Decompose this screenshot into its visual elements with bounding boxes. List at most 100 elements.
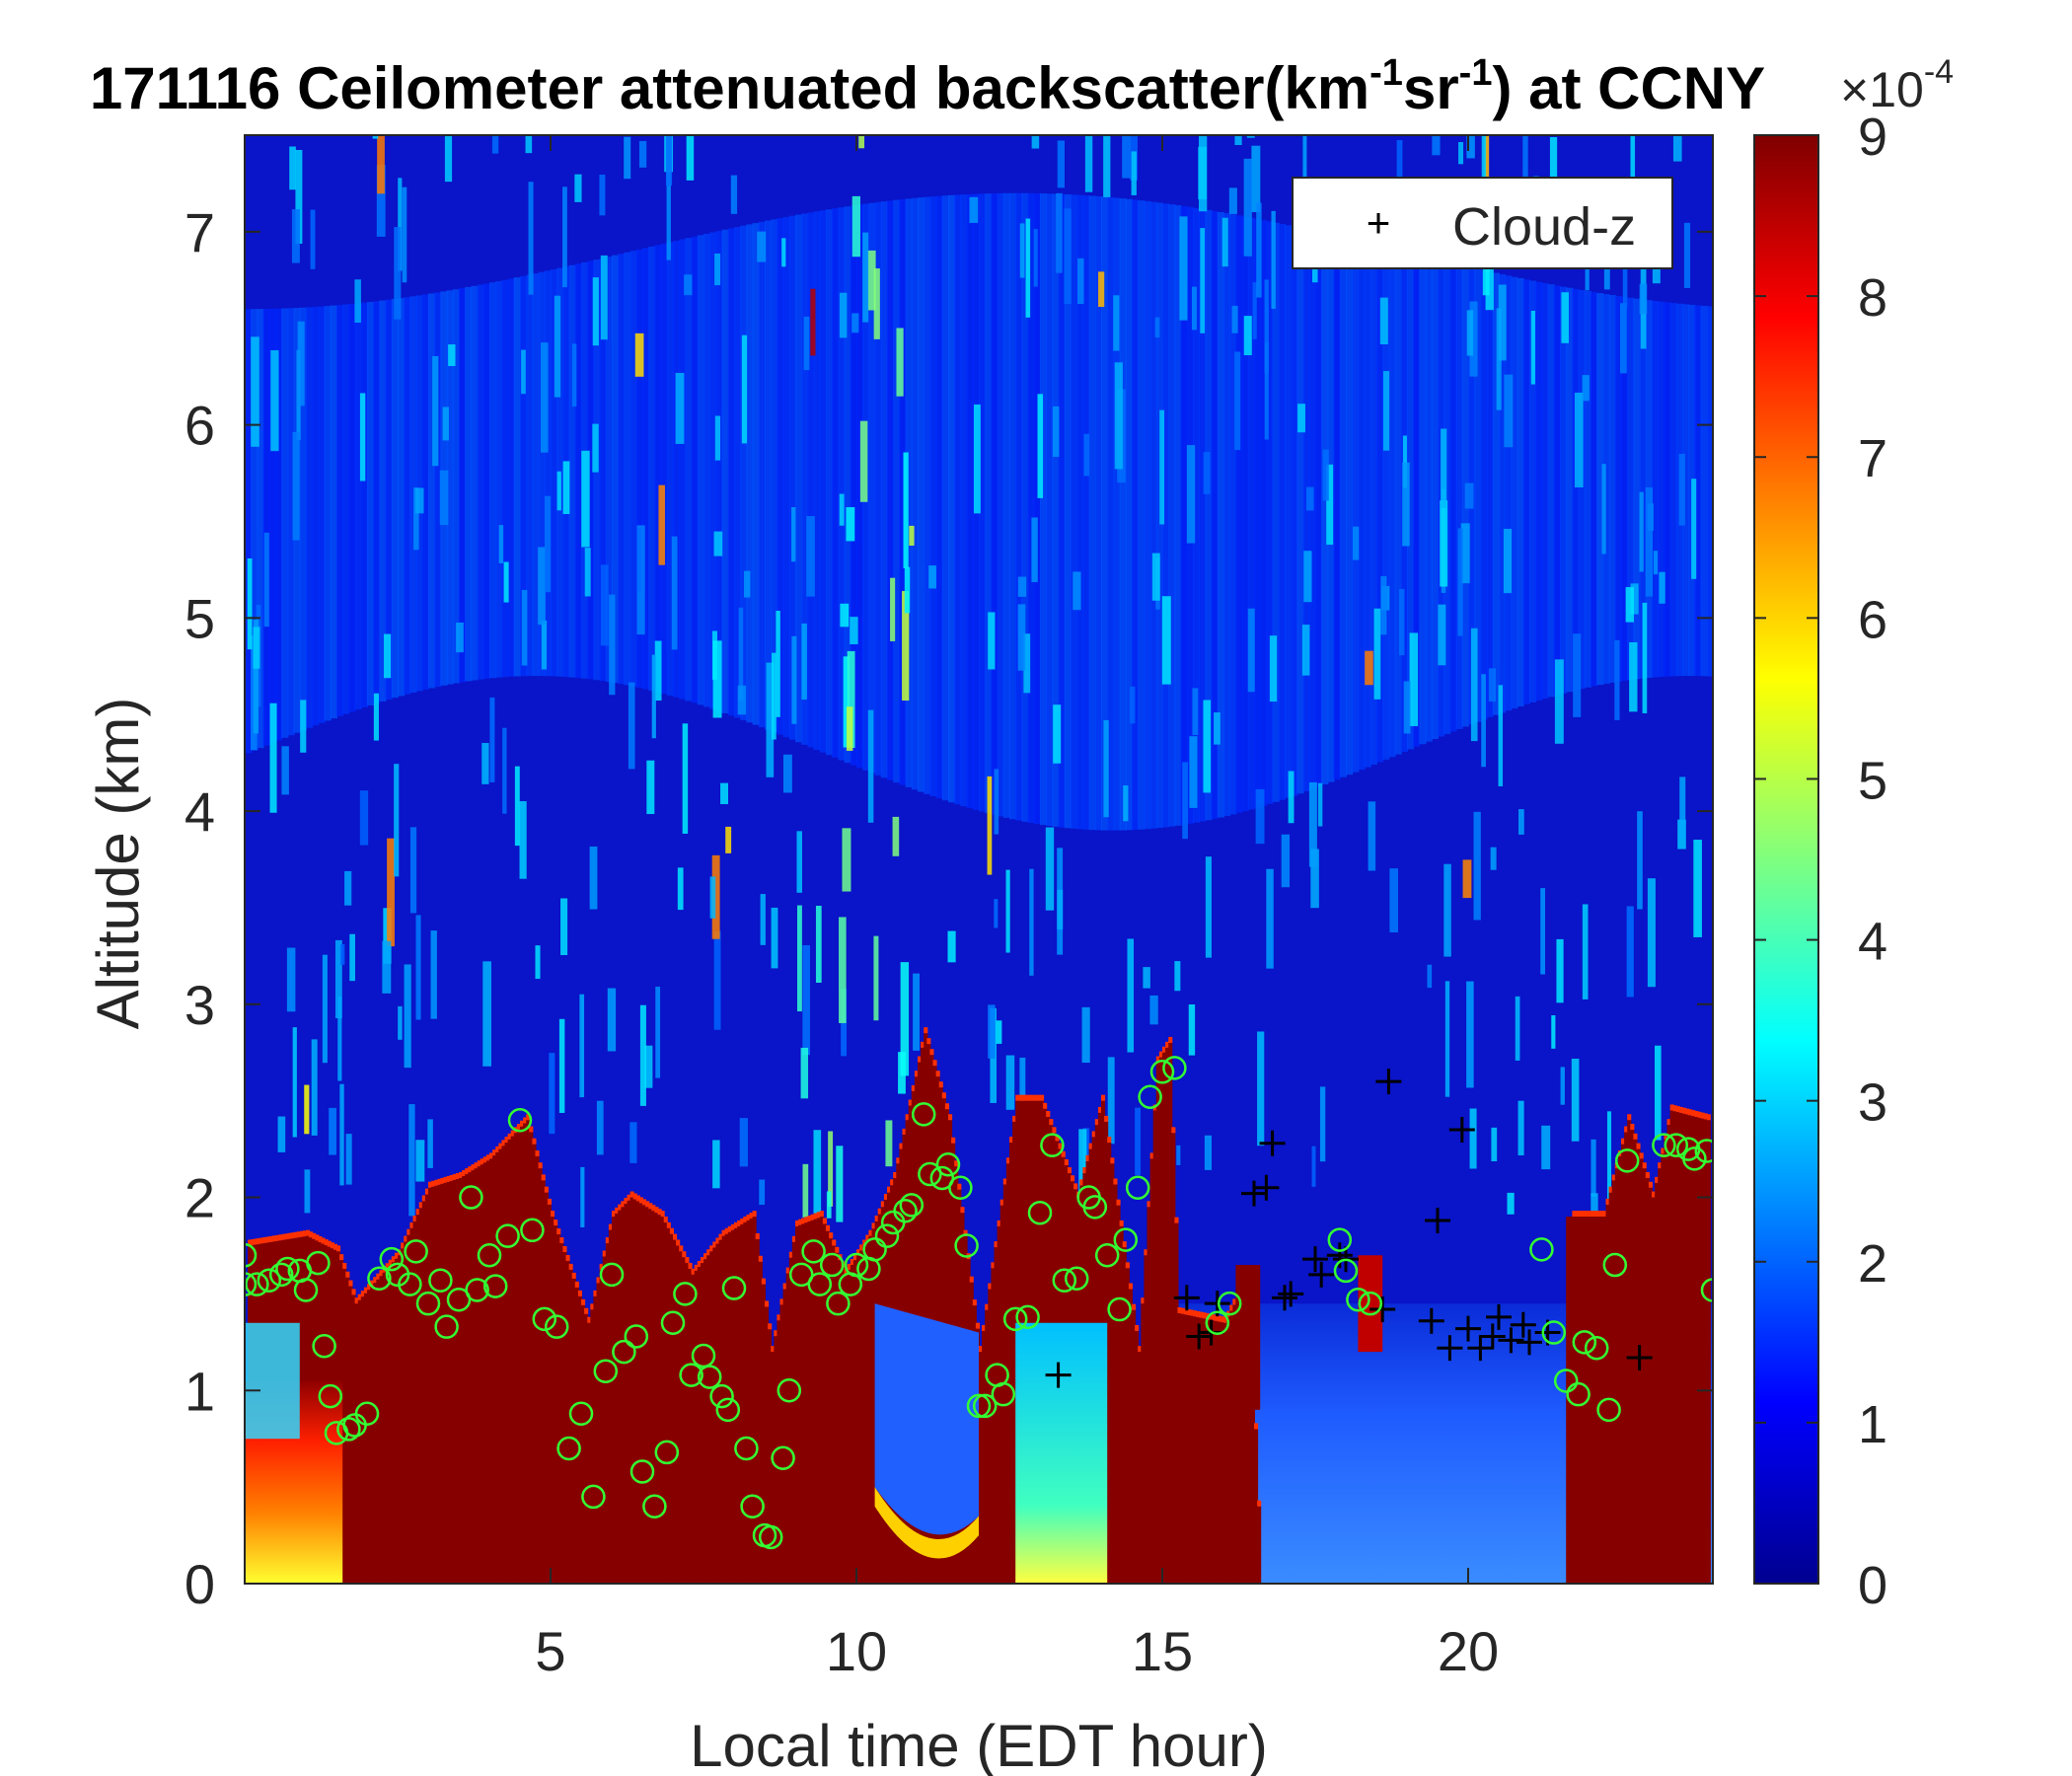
aerosol-layer-column [1138, 200, 1146, 830]
aerosol-layer-column [941, 195, 949, 801]
pbl-marker [354, 1401, 380, 1427]
boundary-layer-column [373, 1283, 378, 1584]
aerosol-layer-column [715, 231, 723, 711]
layer-edge [418, 1202, 423, 1209]
backscatter-streak [801, 623, 807, 701]
boundary-layer-column [804, 1222, 809, 1584]
aerosol-layer-column [624, 252, 631, 686]
backscatter-streak [1264, 342, 1269, 440]
backscatter-streak [858, 135, 865, 149]
boundary-layer-column [535, 1155, 540, 1584]
backscatter-streak [1143, 967, 1150, 989]
aerosol-layer-column [1682, 304, 1690, 677]
aerosol-layer-column [1364, 243, 1371, 768]
layer-edge [357, 1294, 362, 1300]
backscatter-streak [1037, 394, 1044, 498]
aerosol-layer-column [1566, 287, 1574, 693]
layer-edge [612, 1211, 617, 1218]
layer-edge [648, 1203, 653, 1210]
pbl-marker [911, 1102, 936, 1127]
aerosol-layer-column [666, 242, 674, 696]
aerosol-layer-column [1052, 193, 1060, 827]
backscatter-streak [1064, 208, 1072, 305]
pbl-marker [581, 1484, 606, 1510]
aerosol-layer-column [482, 283, 490, 679]
boundary-layer-column [440, 1183, 445, 1584]
aerosol-layer-column [1511, 276, 1518, 709]
aerosol-layer-column [740, 225, 748, 720]
pbl-marker [679, 1363, 703, 1387]
layer-edge [835, 1246, 840, 1253]
boundary-layer-column [1132, 1309, 1137, 1584]
aerosol-layer-column [1425, 258, 1433, 742]
pbl-marker [771, 1445, 795, 1471]
aerosol-layer-column [544, 270, 552, 677]
boundary-layer-column [835, 1252, 840, 1584]
layer-edge [880, 1201, 885, 1208]
aerosol-layer-column [648, 246, 656, 692]
aerosol-layer-column [1492, 272, 1500, 715]
layer-edge [516, 1124, 521, 1131]
layer-edge [1599, 1211, 1604, 1218]
backscatter-streak [873, 268, 880, 339]
aerosol-layer-column [587, 260, 595, 680]
backscatter-streak [771, 907, 778, 969]
layer-edge [1135, 1324, 1140, 1331]
backscatter-streak [1113, 295, 1120, 351]
aerosol-layer-column [330, 305, 337, 719]
aerosol-layer-column [1278, 223, 1286, 800]
aerosol-layer-column [1247, 217, 1255, 810]
layer-edge [452, 1173, 457, 1180]
backscatter-streak [1530, 310, 1535, 385]
backscatter-streak [782, 754, 792, 793]
boundary-layer-column [415, 1215, 420, 1584]
layer-edge [951, 1137, 956, 1144]
backscatter-streak [1081, 1006, 1090, 1064]
layer-edge [544, 1186, 549, 1193]
boundary-layer-column [1149, 1158, 1154, 1584]
backscatter-streak [292, 1027, 297, 1138]
backscatter-streak [1373, 608, 1381, 700]
layer-edge [929, 1049, 934, 1056]
backscatter-streak [521, 589, 528, 666]
layer-edge [938, 1081, 943, 1088]
aerosol-layer-column [1578, 289, 1586, 690]
layer-edge [312, 1232, 317, 1239]
backscatter-streak [1678, 453, 1685, 526]
pbl-marker [899, 1193, 925, 1218]
backscatter-streak [1365, 650, 1373, 686]
boundary-layer-column [1226, 1316, 1231, 1584]
boundary-layer-column [673, 1239, 678, 1584]
aerosol-layer-column [887, 200, 895, 780]
boundary-layer-column [428, 1187, 433, 1584]
aerosol-layer-column [379, 300, 387, 702]
pbl-marker [1149, 1060, 1175, 1084]
pbl-marker [507, 1107, 533, 1133]
pbl-marker [777, 1378, 802, 1403]
aerosol-layer-column [1315, 232, 1323, 787]
aerosol-layer-column [1101, 196, 1109, 831]
boundary-layer-column [376, 1279, 381, 1584]
pbl-marker [1205, 1310, 1230, 1336]
cloud-z-marker [1326, 1242, 1353, 1269]
boundary-layer-column [1642, 1168, 1647, 1584]
layer-edge [807, 1216, 812, 1221]
backscatter-streak [1645, 486, 1653, 597]
aerosol-layer-column [1033, 192, 1041, 825]
layer-edge [565, 1254, 570, 1261]
backscatter-streak [851, 195, 860, 258]
layer-edge [318, 1235, 323, 1242]
backscatter-streak [1432, 135, 1441, 156]
backscatter-streak [373, 693, 379, 741]
boundary-layer-column [709, 1251, 714, 1584]
backscatter-streak [413, 487, 419, 551]
pbl-marker [1614, 1148, 1640, 1173]
aerosol-layer-column [1071, 194, 1078, 829]
boundary-layer-column [1193, 1316, 1198, 1584]
pbl-marker [826, 1291, 851, 1316]
layer-edge [1183, 1308, 1188, 1315]
backscatter-streak [442, 407, 449, 441]
aerosol-layer-column [679, 239, 687, 700]
colorbar-tick-label: 4 [1858, 913, 1887, 972]
backscatter-streak [665, 135, 673, 186]
